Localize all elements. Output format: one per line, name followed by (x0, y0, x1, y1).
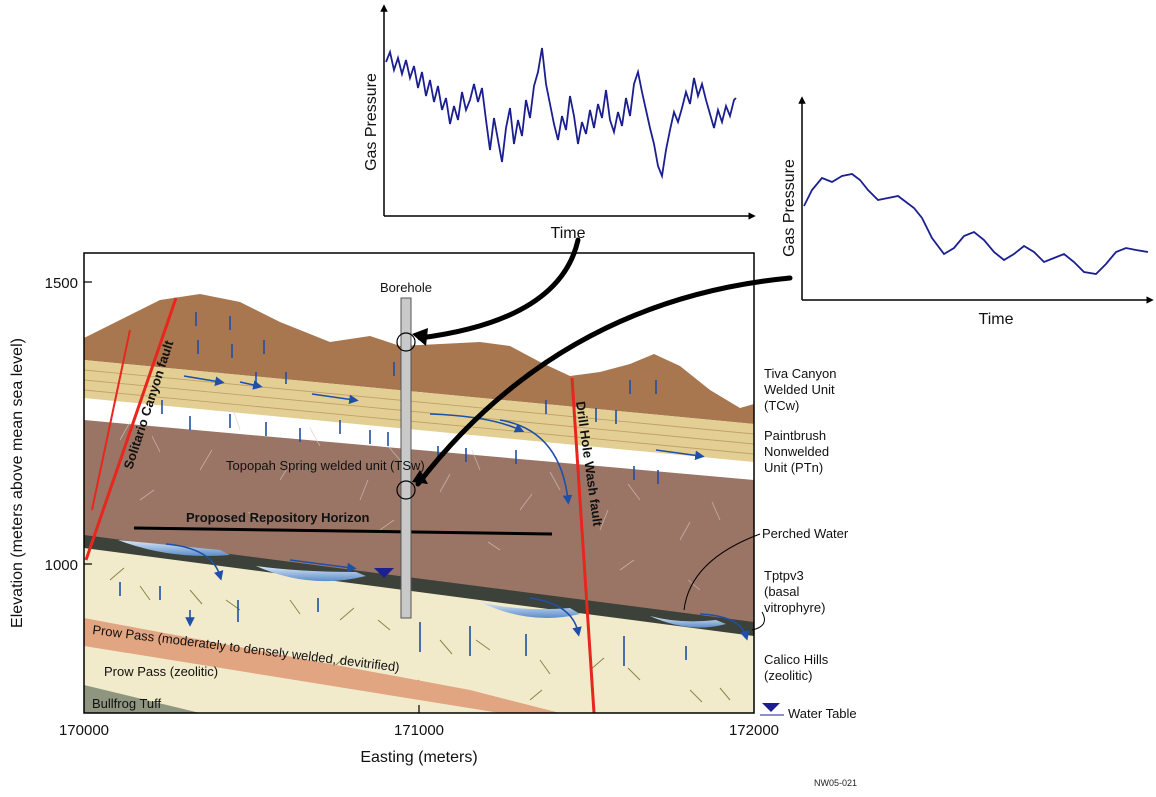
flow-arrows (119, 312, 750, 666)
top-gas-pressure-chart: Gas Pressure Time (363, 4, 756, 242)
legend-calico: Calico Hills (zeolitic) (764, 652, 829, 683)
perched-pool-1 (118, 540, 230, 556)
y-tick-1000: 1000 (45, 557, 78, 574)
top-chart-x-label: Time (551, 225, 586, 242)
borehole-sensor-upper (396, 332, 416, 352)
right-chart-y-label: Gas Pressure (781, 159, 798, 257)
solitario-canyon-fault-2 (91, 329, 131, 511)
top-chart-pressure-trace (385, 47, 737, 180)
perched-pool-3 (480, 602, 580, 618)
perched-pool-4 (650, 616, 726, 628)
connector-arrows (415, 237, 793, 487)
perched-pool-2 (256, 566, 366, 582)
figure-id: NW05-021 (814, 778, 857, 788)
tcw-layer (84, 294, 754, 424)
cross-section: Solitario Canyon fault Drill Hole Wash f… (9, 252, 779, 766)
x-tick-171000: 171000 (394, 722, 444, 739)
legend-perched-pointer (683, 533, 761, 611)
drill-hole-wash-fault (570, 377, 596, 713)
borehole-label: Borehole (380, 280, 432, 295)
tsw-texture (119, 411, 721, 591)
top-chart-y-label: Gas Pressure (363, 73, 380, 171)
solitario-canyon-fault (84, 297, 178, 561)
prow-pass-welded-layer (84, 618, 560, 713)
x-axis-label: Easting (meters) (360, 749, 477, 766)
x-tick-170000: 170000 (59, 722, 109, 739)
y-tick-1500: 1500 (45, 275, 78, 292)
legend-tptpv3-pointer (751, 611, 765, 631)
y-axis-label: Elevation (meters above mean sea level) (9, 338, 26, 628)
repository-horizon-line (133, 526, 553, 536)
bullfrog-layer (84, 685, 200, 713)
legend-water-table: Water Table (788, 706, 857, 721)
legend-water-table-icon (762, 703, 780, 712)
right-chart-x-label: Time (979, 311, 1014, 328)
borehole-sensor-lower (396, 480, 416, 500)
arrow-right-chart-to-lower-sensor (415, 275, 793, 487)
water-table-marker (374, 568, 394, 578)
right-gas-pressure-chart: Gas Pressure Time (781, 96, 1154, 328)
ptn-layer (84, 360, 754, 462)
prow-pass-zeolitic-label: Prow Pass (zeolitic) (104, 664, 218, 679)
bullfrog-label: Bullfrog Tuff (92, 696, 162, 711)
legend-ptn: Paintbrush Nonwelded Unit (PTn) (764, 428, 829, 475)
repository-label: Proposed Repository Horizon (186, 510, 370, 525)
borehole (400, 297, 412, 619)
legend-tptpv3: Tptpv3 (basal vitrophyre) (764, 568, 825, 615)
legend-tcw: Tiva Canyon Welded Unit (TCw) (764, 366, 837, 413)
right-chart-pressure-trace (803, 173, 1149, 275)
tsw-label: Topopah Spring welded unit (TSw) (226, 458, 425, 473)
legend: Tiva Canyon Welded Unit (TCw) Paintbrush No… (683, 366, 857, 721)
legend-perched: Perched Water (762, 526, 849, 541)
arrow-time-to-upper-sensor (417, 237, 581, 341)
x-tick-172000: 172000 (729, 722, 779, 739)
ptn-bedding (84, 369, 754, 455)
